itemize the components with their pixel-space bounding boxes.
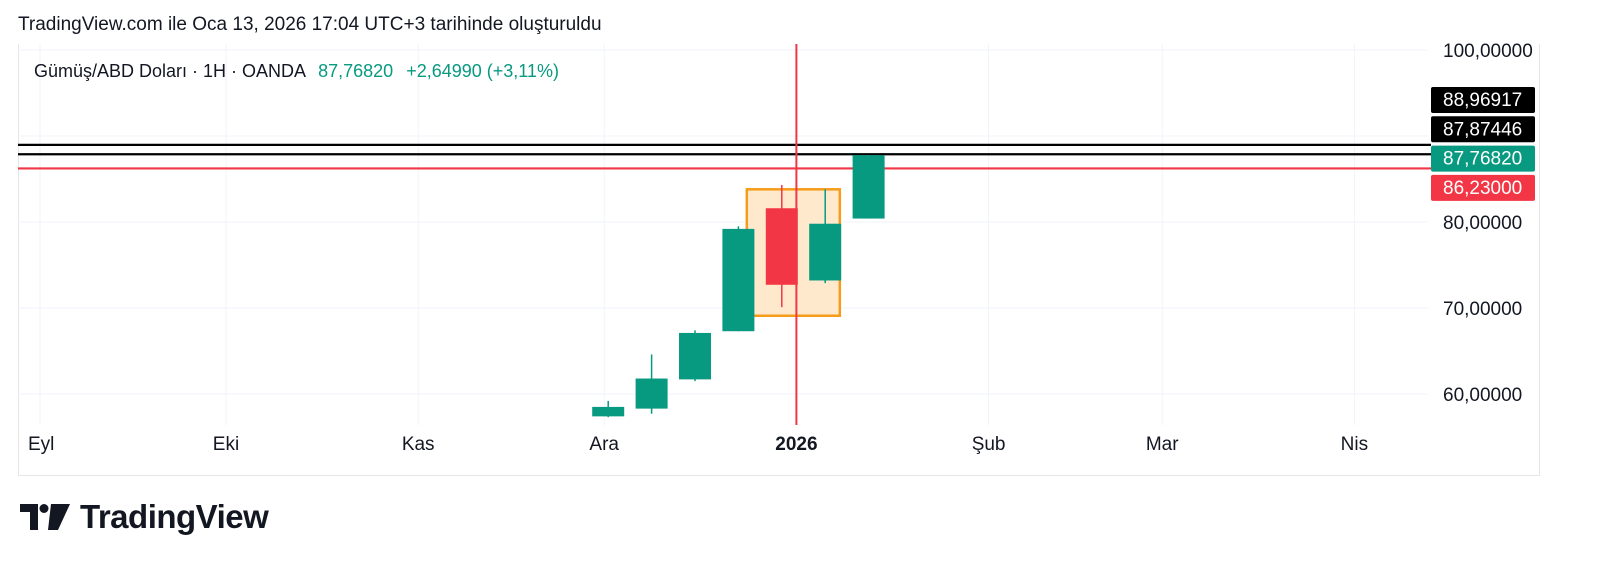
last-price-label: 87,76820 xyxy=(318,61,394,81)
candle-body[interactable] xyxy=(635,378,668,409)
y-tick-label: 70,00000 xyxy=(1443,299,1522,320)
tradingview-logo[interactable]: TradingView xyxy=(20,498,269,536)
y-tick-label: 60,00000 xyxy=(1443,385,1522,406)
tradingview-logo-icon xyxy=(20,504,70,530)
chart-legend: Gümüş/ABD Doları · 1H · OANDA 87,76820 +… xyxy=(34,61,559,82)
x-tick-label: Kas xyxy=(402,434,435,455)
x-tick-label: Eki xyxy=(213,434,239,455)
x-tick-label: 2026 xyxy=(775,434,817,455)
candle-body[interactable] xyxy=(809,223,842,281)
candle-body[interactable] xyxy=(679,332,711,380)
x-tick-label: Nis xyxy=(1341,434,1368,455)
candle-body[interactable] xyxy=(722,228,755,332)
x-tick-label: Ara xyxy=(589,434,619,455)
price-level-badge xyxy=(1431,87,1535,113)
candle-body[interactable] xyxy=(765,208,798,285)
chart-frame xyxy=(18,44,1540,476)
x-tick-label: Şub xyxy=(972,434,1006,455)
price-level-badge xyxy=(1431,174,1535,201)
y-tick-label: 80,00000 xyxy=(1443,213,1522,234)
x-tick-label: Eyl xyxy=(28,434,54,455)
price-level-badge-text: 86,23000 xyxy=(1443,178,1522,199)
x-tick-label: Mar xyxy=(1146,434,1179,455)
price-change-label: +2,64990 (+3,11%) xyxy=(406,61,559,81)
tradingview-logo-text: TradingView xyxy=(80,498,269,535)
price-level-badge xyxy=(1431,145,1535,172)
price-level-badge-text: 87,87446 xyxy=(1443,119,1522,140)
symbol-label: Gümüş/ABD Doları · 1H · OANDA xyxy=(34,61,306,81)
candle-body[interactable] xyxy=(592,406,625,417)
price-level-badge-text: 87,76820 xyxy=(1443,149,1522,170)
y-tick-label: 100,00000 xyxy=(1443,41,1533,62)
price-level-badge xyxy=(1431,116,1535,143)
chart-snapshot-caption: TradingView.com ile Oca 13, 2026 17:04 U… xyxy=(18,14,602,35)
candle-body[interactable] xyxy=(852,155,885,219)
price-level-badge-text: 88,96917 xyxy=(1443,90,1522,111)
